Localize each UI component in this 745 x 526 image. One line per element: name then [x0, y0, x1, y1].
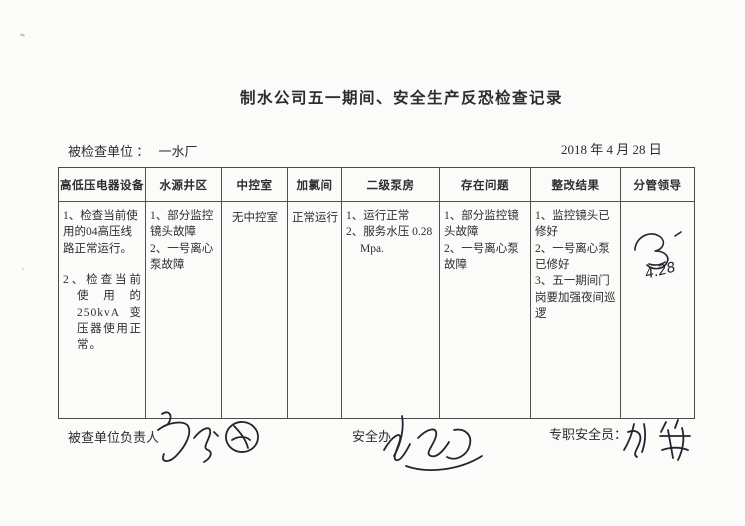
cell-leader: 4.28 — [621, 202, 694, 418]
column-problems: 存在问题 1、部分监控镜头故障 2、一号离心泵故障 — [440, 168, 531, 418]
cell-text: 2、一号离心泵故障 — [444, 242, 519, 271]
cell-chlorination: 正常运行 — [288, 202, 341, 418]
page-title: 制水公司五一期间、安全生产反恐检查记录 — [239, 90, 563, 107]
column-water-source: 水源井区 1、部分监控镜头故障 2、一号离心泵故障 — [146, 168, 222, 418]
column-header-secondary-pump: 二级泵房 — [342, 168, 439, 202]
safety-officer-label: 专职安全员： — [549, 427, 628, 442]
inspection-date: 2018 年 4 月 28 日 — [561, 142, 662, 157]
safety-office-signature — [383, 415, 483, 471]
column-control-room: 中控室 无中控室 — [222, 168, 288, 418]
cell-text: 2、检查当前使用的 250kvA 变压器使用正常。 — [63, 273, 142, 352]
inspected-unit: 被检查单位 ： 一水厂 — [68, 141, 198, 160]
column-header-chlorination: 加氯间 — [288, 168, 341, 202]
column-header-rectification: 整改结果 — [531, 168, 620, 202]
unit-leader-label: 被查单位负责人 — [68, 430, 160, 445]
safety-office-label: 安全办 — [352, 429, 392, 444]
column-leader: 分管领导 4.28 — [621, 168, 694, 418]
safety-officer-signature — [623, 419, 691, 461]
cell-text: 2、服务水压 0.28 Mpa. — [346, 226, 433, 255]
column-header-control-room: 中控室 — [222, 168, 287, 202]
cell-text: 1、部分监控镜头故障 — [150, 210, 214, 239]
column-chlorination: 加氯间 正常运行 — [288, 168, 342, 418]
inspected-unit-label: 被检查单位 ： — [68, 144, 150, 159]
inspection-table: 高低压电器设备 1、检查当前使用的04高压线路正常运行。 2、检查当前使用的 2… — [58, 167, 695, 419]
cell-electrical: 1、检查当前使用的04高压线路正常运行。 2、检查当前使用的 250kvA 变压… — [59, 202, 145, 418]
cell-text: 2、一号离心泵故障 — [150, 242, 214, 271]
column-electrical: 高低压电器设备 1、检查当前使用的04高压线路正常运行。 2、检查当前使用的 2… — [59, 168, 146, 418]
column-rectification: 整改结果 1、监控镜头已修好 2、一号离心泵已修好 3、五一期间门岗要加强夜间巡… — [531, 168, 621, 418]
cell-text: 1、运行正常 — [346, 210, 410, 222]
cell-control-room: 无中控室 — [222, 202, 287, 418]
cell-text: 3、五一期间门岗要加强夜间巡逻 — [535, 275, 616, 320]
column-header-problems: 存在问题 — [440, 168, 530, 202]
cell-rectification: 1、监控镜头已修好 2、一号离心泵已修好 3、五一期间门岗要加强夜间巡逻 — [531, 202, 620, 418]
scan-speck — [22, 268, 24, 270]
cell-text: 1、检查当前使用的04高压线路正常运行。 — [63, 210, 138, 255]
column-header-leader: 分管领导 — [621, 168, 694, 202]
inspected-unit-value: 一水厂 — [158, 144, 198, 159]
cell-secondary-pump: 1、运行正常 2、服务水压 0.28 Mpa. — [342, 202, 439, 418]
leader-signature-date: 4.28 — [643, 259, 678, 283]
cell-text: 1、监控镜头已修好 — [535, 210, 610, 239]
cell-text: 无中控室 — [232, 212, 278, 224]
scan-speck — [19, 33, 26, 37]
column-header-electrical: 高低压电器设备 — [59, 168, 145, 202]
cell-problems: 1、部分监控镜头故障 2、一号离心泵故障 — [440, 202, 530, 418]
column-header-water-source: 水源井区 — [146, 168, 221, 202]
column-secondary-pump: 二级泵房 1、运行正常 2、服务水压 0.28 Mpa. — [342, 168, 440, 418]
cell-water-source: 1、部分监控镜头故障 2、一号离心泵故障 — [146, 202, 221, 418]
cell-text: 正常运行 — [292, 212, 338, 224]
cell-text: 2、一号离心泵已修好 — [535, 242, 610, 271]
cell-text: 1、部分监控镜头故障 — [444, 210, 519, 239]
